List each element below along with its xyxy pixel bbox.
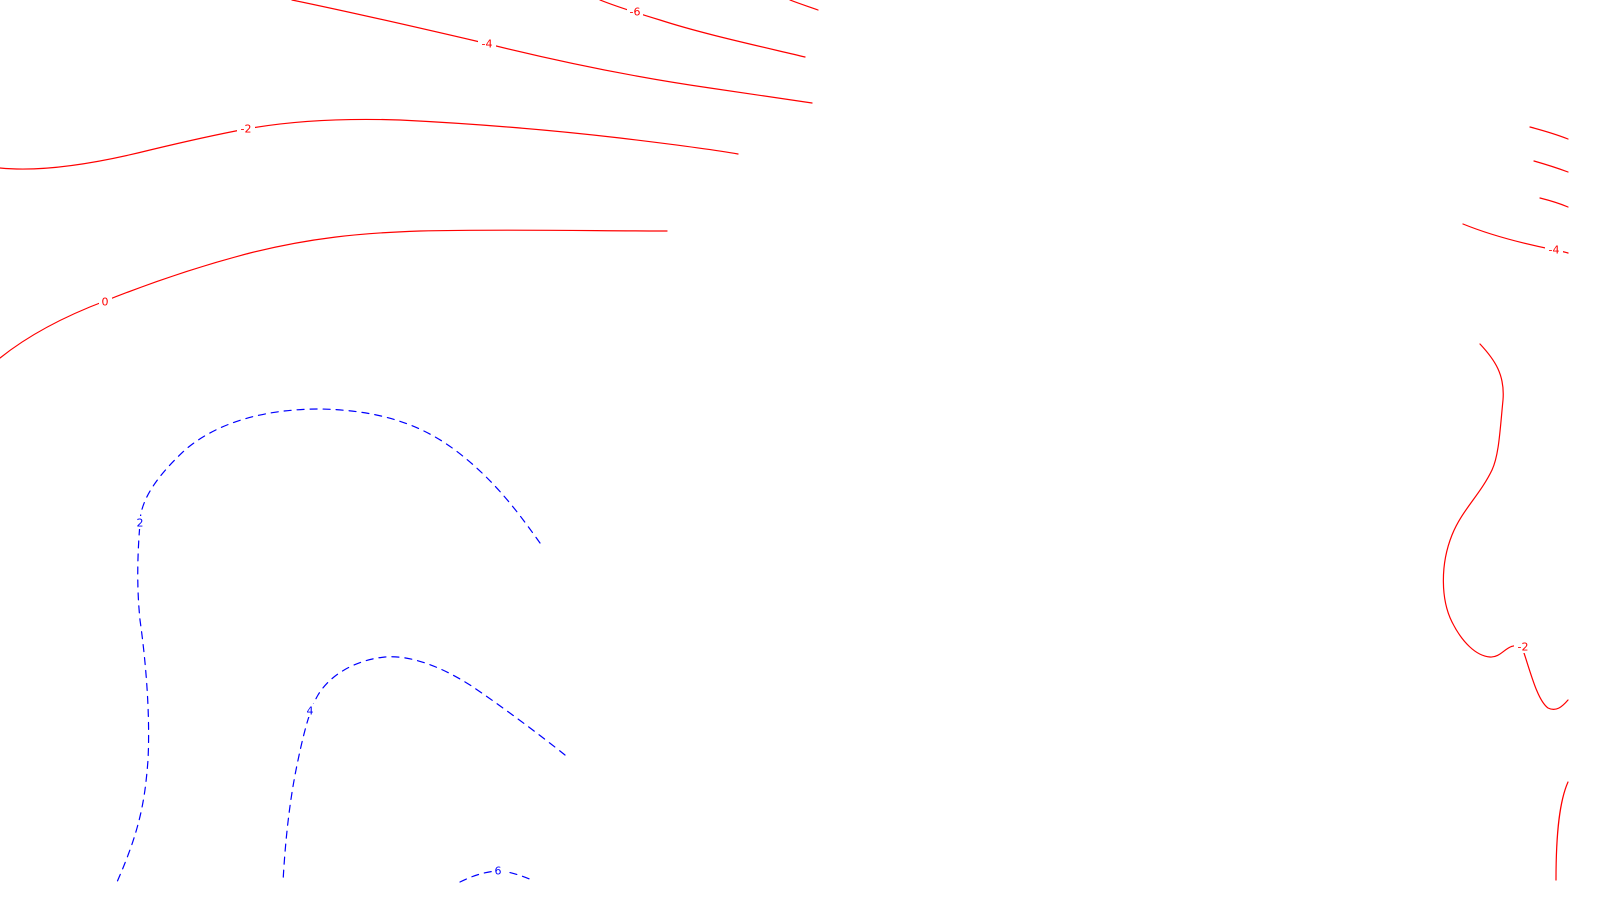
label-gap-zero (99, 295, 112, 308)
contour-label-neg4: -4 (482, 38, 493, 51)
contour-label-neg6: -6 (630, 6, 641, 19)
label-gap-pos2 (134, 516, 147, 529)
contour-line-neg6-top (789, 0, 819, 11)
contour-line-right-c (1539, 197, 1569, 208)
contour-line-pos4 (282, 656, 566, 883)
contour-line-neg6 (599, 0, 806, 58)
contour-label-pos2: 2 (137, 517, 144, 530)
contour-line-neg2 (0, 118, 739, 170)
contour-label-neg4-right: -4 (1549, 244, 1560, 257)
contour-line-right-d (1555, 781, 1569, 881)
label-gap-neg4-right (1545, 243, 1563, 256)
contour-label-neg2-right: -2 (1518, 641, 1529, 654)
contour-label-neg2: -2 (241, 123, 252, 136)
label-gap-neg4 (478, 37, 496, 50)
contour-label-pos6: 6 (495, 865, 502, 878)
label-gap-neg2 (237, 122, 255, 135)
label-gap-pos6 (492, 864, 505, 877)
label-gap-neg2-right (1514, 640, 1532, 653)
contour-line-neg2-right (1442, 343, 1569, 711)
contour-line-pos2 (116, 408, 541, 883)
contour-line-zero (0, 229, 668, 359)
contour-line-right-b (1533, 160, 1569, 173)
contour-line-right-a (1529, 126, 1569, 140)
contour-line-neg4 (291, 0, 813, 104)
contour-label-zero: 0 (102, 296, 109, 309)
label-gap-pos4 (304, 704, 317, 717)
contour-label-pos4: 4 (307, 705, 314, 718)
label-gap-neg6 (627, 5, 643, 18)
